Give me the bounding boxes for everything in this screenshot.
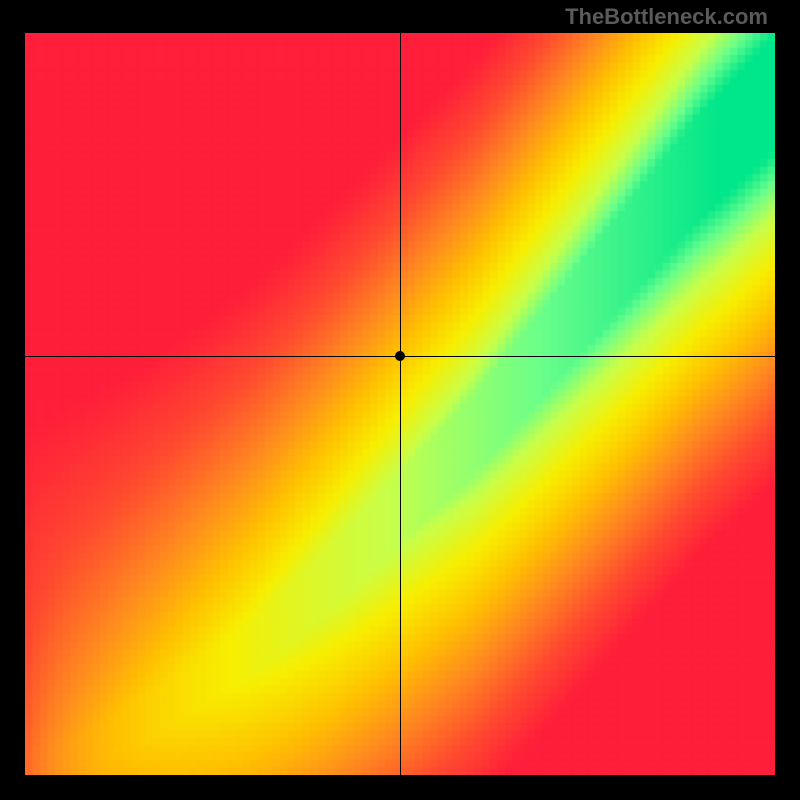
- watermark-text: TheBottleneck.com: [565, 4, 768, 30]
- crosshair-marker: [395, 351, 405, 361]
- plot-area: [25, 33, 775, 775]
- crosshair-vertical: [400, 33, 401, 775]
